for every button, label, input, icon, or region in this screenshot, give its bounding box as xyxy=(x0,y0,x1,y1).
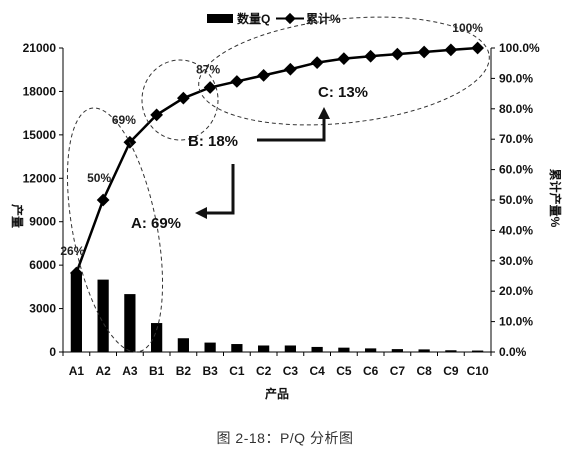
x-tick-label: C4 xyxy=(309,364,325,378)
x-tick-label: C2 xyxy=(256,364,272,378)
x-axis-ticks: A1 A2 A3 B1 B2 B3 C1 C2 C3 C4 C5 C6 C7 C8 C9 C10 xyxy=(62,352,492,378)
cumulative-point-B1 xyxy=(150,108,163,122)
legend: 数量Q 累计% xyxy=(207,11,341,26)
cumulative-point-B3 xyxy=(203,81,217,94)
x-tick-label: C5 xyxy=(336,364,352,378)
legend-line-marker xyxy=(284,12,296,25)
x-tick-label: C9 xyxy=(443,364,459,378)
y-tick-label: 18000 xyxy=(23,84,57,98)
bar-C8 xyxy=(418,349,430,352)
cumulative-point-C2 xyxy=(257,68,270,82)
cumulative-point-C1 xyxy=(230,75,244,88)
bar-A3 xyxy=(124,294,136,352)
x-tick-label: C1 xyxy=(229,364,245,378)
x-tick-label: A2 xyxy=(95,364,111,378)
y2-tick-label: 60.0% xyxy=(499,163,533,177)
bar-A2 xyxy=(97,279,109,352)
legend-bar-label: 数量Q xyxy=(237,11,270,26)
bar-C9 xyxy=(445,350,457,352)
zone-b-ellipse xyxy=(141,59,219,141)
cumulative-point-C5 xyxy=(337,52,351,66)
cumulative-point-C3 xyxy=(284,62,297,76)
y2-tick-label: 50.0% xyxy=(499,193,533,207)
bar-C1 xyxy=(231,344,243,352)
y2-tick-label: 20.0% xyxy=(499,284,533,298)
y2-tick-label: 100.0% xyxy=(499,41,540,55)
y-tick-label: 21000 xyxy=(23,41,57,55)
cumulative-point-C8 xyxy=(417,45,431,59)
y2-tick-label: 0.0% xyxy=(499,345,527,359)
y2-axis-title: 累计产量% xyxy=(548,169,563,228)
zone-a-ellipse xyxy=(66,107,164,353)
y-tick-label: 3000 xyxy=(29,302,56,316)
x-axis-title: 产品 xyxy=(265,386,289,401)
cumulative-point-C9 xyxy=(444,43,458,57)
cumulative-point-labels: 26% 50% 69% 87% 100% xyxy=(60,21,483,258)
bar-A1 xyxy=(70,272,82,352)
point-label: 100% xyxy=(452,21,483,35)
y-tick-label: 9000 xyxy=(29,215,56,229)
y2-tick-label: 70.0% xyxy=(499,132,533,146)
y-tick-label: 12000 xyxy=(23,171,57,185)
cumulative-line-series xyxy=(70,41,484,280)
x-tick-label: B2 xyxy=(176,364,192,378)
zone-a-label: A: 69% xyxy=(131,215,181,232)
x-tick-label: C8 xyxy=(416,364,432,378)
y2-tick-label: 30.0% xyxy=(499,254,533,268)
bar-C2 xyxy=(258,345,270,352)
bar-B3 xyxy=(204,342,216,352)
point-label: 69% xyxy=(112,113,136,127)
bar-series xyxy=(70,272,484,352)
cumulative-point-C7 xyxy=(391,47,404,61)
y2-tick-label: 90.0% xyxy=(499,71,533,85)
point-label: 50% xyxy=(87,171,111,185)
cumulative-point-C4 xyxy=(310,56,324,69)
bar-B1 xyxy=(151,323,163,352)
y2-tick-label: 80.0% xyxy=(499,102,533,116)
y-tick-label: 6000 xyxy=(29,258,56,272)
zone-c-ellipse xyxy=(198,16,490,126)
y2-tick-label: 40.0% xyxy=(499,223,533,237)
zone-b-label: B: 18% xyxy=(188,133,238,150)
bar-C4 xyxy=(311,346,323,352)
x-tick-label: C6 xyxy=(363,364,379,378)
cumulative-point-A1 xyxy=(70,266,83,280)
bar-B2 xyxy=(177,338,189,352)
cumulative-point-C6 xyxy=(364,49,377,63)
y2-tick-label: 10.0% xyxy=(499,315,533,329)
left-axis-ticks: 0 3000 6000 9000 12000 15000 18000 21000 xyxy=(23,41,63,359)
x-tick-label: C10 xyxy=(467,364,489,378)
right-axis-ticks: 0.0% 10.0% 20.0% 30.0% 40.0% 50.0% 60.0% 70.0% 8… xyxy=(491,41,540,359)
y-axis-title: 产量 xyxy=(10,204,25,228)
cumulative-point-B2 xyxy=(177,91,190,105)
figure-caption: 图 2-18：P/Q 分析图 xyxy=(216,430,354,446)
bar-C3 xyxy=(284,345,296,352)
zone-c-label: C: 13% xyxy=(318,84,368,101)
x-tick-label: C3 xyxy=(283,364,299,378)
point-label: 26% xyxy=(60,244,84,258)
bar-C7 xyxy=(391,349,403,352)
legend-bar-swatch xyxy=(207,14,233,23)
x-tick-label: A1 xyxy=(69,364,85,378)
y-tick-label: 0 xyxy=(49,345,56,359)
x-tick-label: B1 xyxy=(149,364,165,378)
cumulative-point-A2 xyxy=(96,193,110,207)
zone-a-arrow xyxy=(195,164,235,219)
y-tick-label: 15000 xyxy=(23,128,57,142)
legend-line-label: 累计% xyxy=(306,11,341,26)
x-tick-label: A3 xyxy=(122,364,138,378)
bar-C10 xyxy=(472,350,484,352)
x-tick-label: C7 xyxy=(390,364,406,378)
bar-C6 xyxy=(365,348,377,352)
cumulative-point-C10 xyxy=(471,41,484,55)
zone-b-arrow xyxy=(257,107,330,142)
bar-C5 xyxy=(338,347,350,352)
x-tick-label: B3 xyxy=(202,364,218,378)
point-label: 87% xyxy=(196,63,220,77)
cumulative-line xyxy=(75,46,478,274)
